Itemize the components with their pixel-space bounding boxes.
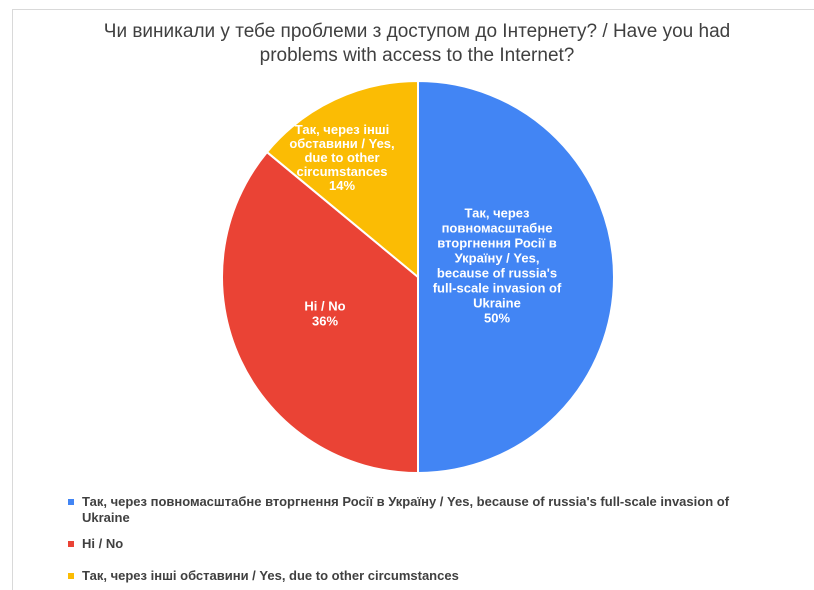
- pie-slice-invasion: [417, 79, 615, 475]
- legend-label-no: Ні / No: [82, 536, 124, 551]
- pie-slice-labels: Так, через повномасштабне вторгнення Росії…: [289, 122, 562, 329]
- legend-label-other: Так, через інші обставини / Yes, due to …: [82, 568, 459, 583]
- slice-label-line: Ukraine: [473, 296, 521, 311]
- chart-border-left: [12, 9, 13, 590]
- pie-slice-no: [221, 150, 419, 475]
- legend-swatch-no: [68, 541, 74, 547]
- chart-legend: Так, через повномасштабне вторгнення Рос…: [68, 494, 808, 584]
- legend-swatch-other: [68, 573, 74, 579]
- legend-label-invasion-line-2: Ukraine: [82, 510, 130, 525]
- slice-label-invasion: Так, через повномасштабне вторгнення Росії…: [433, 206, 562, 326]
- chart-border-top: [12, 9, 814, 10]
- slice-label-line: full-scale invasion of: [433, 281, 562, 296]
- slice-label-line: Ні / No: [304, 299, 345, 314]
- slice-label-line: вторгнення Росії в: [437, 236, 557, 251]
- slice-label-other: Так, через інші обставини / Yes, due to ot…: [289, 122, 394, 193]
- chart-title-line-2: problems with access to the Internet?: [259, 45, 575, 66]
- slice-label-line: circumstances: [296, 164, 387, 179]
- slice-label-line: due to other: [304, 150, 379, 165]
- slice-label-line: повномасштабне: [442, 221, 553, 236]
- pie-slices: [221, 79, 615, 475]
- slice-label-no: Ні / No 36%: [304, 299, 345, 329]
- slice-percent-invasion: 50%: [484, 311, 510, 326]
- chart-title: Чи виникали у тебе проблеми з доступом д…: [20, 20, 814, 68]
- slice-percent-no: 36%: [312, 314, 338, 329]
- legend-swatch-invasion: [68, 499, 74, 505]
- slice-label-line: because of russia's: [437, 266, 557, 281]
- legend-item-invasion: Так, через повномасштабне вторгнення Рос…: [68, 494, 808, 526]
- pie-slice-other: [265, 79, 419, 280]
- chart-title-line-1: Чи виникали у тебе проблеми з доступом д…: [103, 21, 731, 42]
- slice-label-line: Так, через: [465, 206, 531, 221]
- slice-label-line: обставини / Yes,: [289, 136, 394, 151]
- slice-label-line: Так, через інші: [295, 122, 390, 137]
- slice-percent-other: 14%: [329, 178, 355, 193]
- legend-item-other: Так, через інші обставини / Yes, due to …: [68, 568, 808, 584]
- slice-label-line: Україну / Yes,: [455, 251, 540, 266]
- legend-item-no: Ні / No: [68, 536, 808, 552]
- legend-label-invasion-line-1: Так, через повномасштабне вторгнення Рос…: [82, 494, 730, 509]
